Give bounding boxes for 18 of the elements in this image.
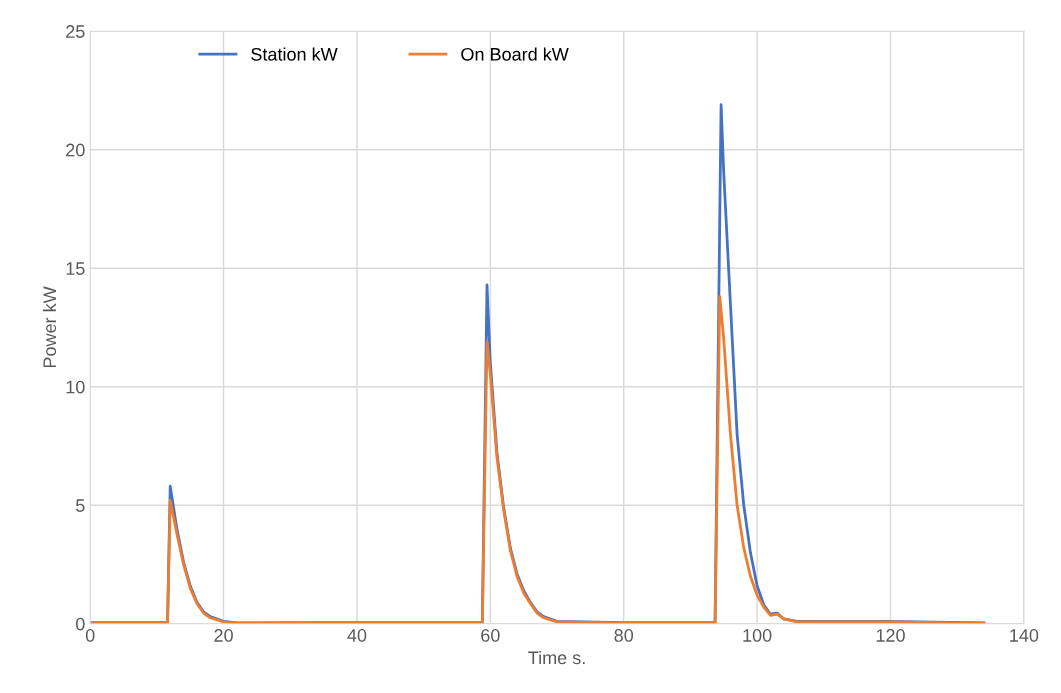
y-axis-title: Power kW xyxy=(42,286,57,368)
y-tick-label: 25 xyxy=(66,25,85,38)
x-tick-label: 120 xyxy=(876,629,905,642)
x-tick-label: 20 xyxy=(214,629,233,642)
x-tick-label: 80 xyxy=(614,629,634,642)
y-tick-label: 15 xyxy=(66,262,85,275)
y-tick-label: 20 xyxy=(66,143,85,157)
y-tick-label: 0 xyxy=(75,617,85,631)
y-tick-label: 10 xyxy=(66,380,85,394)
x-tick-label: 40 xyxy=(347,629,367,642)
legend-label: On Board kW xyxy=(461,47,569,61)
x-tick-label: 100 xyxy=(743,629,772,642)
legend-label: Station kW xyxy=(251,47,338,61)
x-tick-label: 0 xyxy=(85,629,95,642)
x-tick-label: 140 xyxy=(1010,629,1039,642)
y-tick-label: 5 xyxy=(76,499,85,512)
x-tick-label: 60 xyxy=(481,629,500,642)
x-axis-title: Time s. xyxy=(528,650,585,665)
